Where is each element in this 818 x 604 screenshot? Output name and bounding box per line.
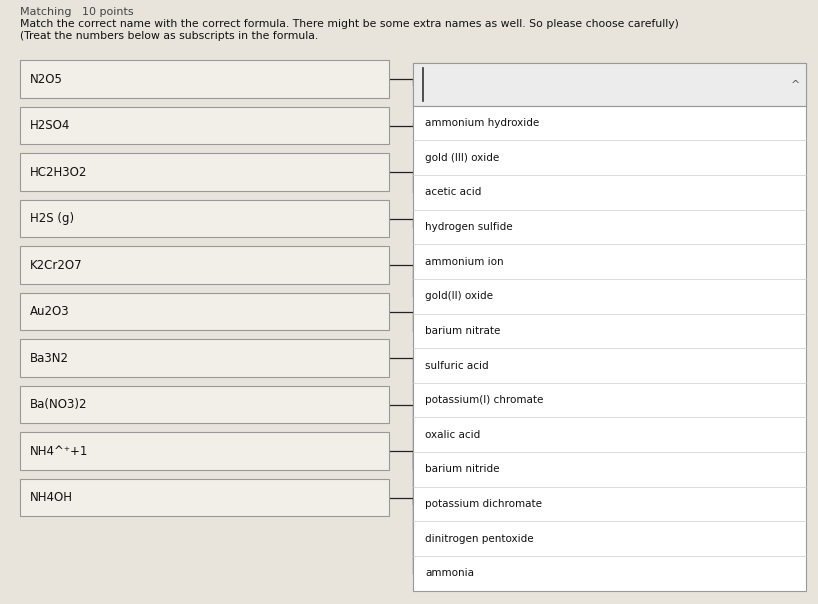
- Text: acetic acid: acetic acid: [425, 187, 482, 198]
- FancyBboxPatch shape: [20, 479, 389, 516]
- FancyBboxPatch shape: [413, 63, 806, 106]
- Text: hydrogen sulfide: hydrogen sulfide: [425, 222, 513, 232]
- Text: H2S (g): H2S (g): [30, 212, 74, 225]
- FancyBboxPatch shape: [20, 293, 389, 330]
- Text: N2O5: N2O5: [30, 72, 63, 86]
- Text: dinitrogen pentoxide: dinitrogen pentoxide: [425, 534, 534, 544]
- Text: (Treat the numbers below as subscripts in the formula.: (Treat the numbers below as subscripts i…: [20, 31, 319, 42]
- FancyBboxPatch shape: [20, 60, 389, 98]
- Text: NH4OH: NH4OH: [30, 491, 74, 504]
- Text: potassium(I) chromate: potassium(I) chromate: [425, 395, 544, 405]
- FancyBboxPatch shape: [20, 432, 389, 470]
- FancyBboxPatch shape: [20, 153, 389, 191]
- Text: gold (III) oxide: gold (III) oxide: [425, 153, 500, 162]
- Text: NH4^⁺+1: NH4^⁺+1: [30, 445, 88, 458]
- Text: ammonium ion: ammonium ion: [425, 257, 504, 266]
- FancyBboxPatch shape: [20, 200, 389, 237]
- FancyBboxPatch shape: [20, 339, 389, 377]
- Text: gold(II) oxide: gold(II) oxide: [425, 291, 493, 301]
- Text: ammonium hydroxide: ammonium hydroxide: [425, 118, 540, 128]
- Text: barium nitrate: barium nitrate: [425, 326, 501, 336]
- FancyBboxPatch shape: [20, 386, 389, 423]
- Text: Ba3N2: Ba3N2: [30, 352, 70, 365]
- FancyBboxPatch shape: [20, 246, 389, 284]
- Text: potassium dichromate: potassium dichromate: [425, 499, 542, 509]
- Text: ammonia: ammonia: [425, 568, 474, 579]
- Text: oxalic acid: oxalic acid: [425, 430, 481, 440]
- Text: Au2O3: Au2O3: [30, 305, 70, 318]
- Text: H2SO4: H2SO4: [30, 119, 70, 132]
- Text: sulfuric acid: sulfuric acid: [425, 361, 489, 370]
- Text: Ba(NO3)2: Ba(NO3)2: [30, 398, 88, 411]
- Text: HC2H3O2: HC2H3O2: [30, 165, 88, 179]
- FancyBboxPatch shape: [20, 107, 389, 144]
- FancyBboxPatch shape: [413, 63, 806, 591]
- Text: Matching   10 points: Matching 10 points: [20, 7, 134, 18]
- Text: ^: ^: [791, 80, 801, 89]
- Text: Match the correct name with the correct formula. There might be some extra names: Match the correct name with the correct …: [20, 19, 679, 30]
- Text: K2Cr2O7: K2Cr2O7: [30, 259, 83, 272]
- Text: barium nitride: barium nitride: [425, 464, 500, 475]
